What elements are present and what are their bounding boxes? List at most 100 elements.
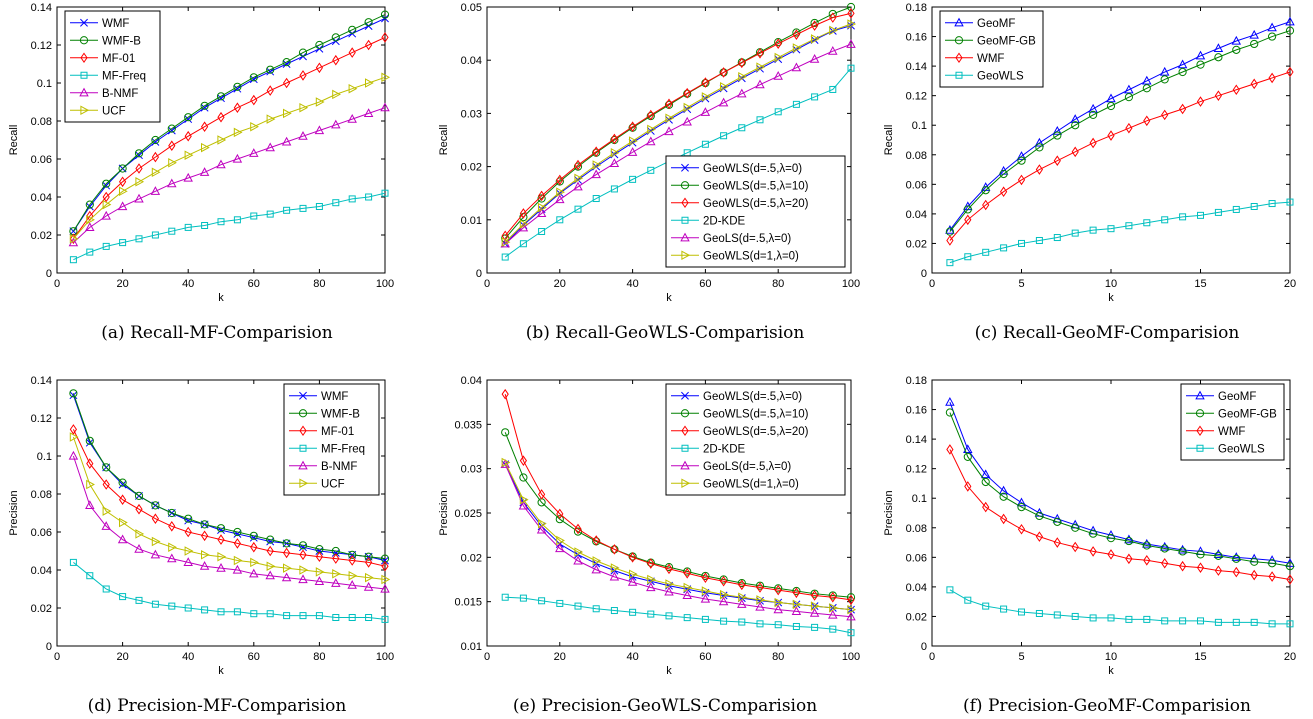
data-point [1179,213,1187,221]
data-point [629,569,638,579]
legend-label: WMF [321,391,348,403]
data-point [829,603,838,613]
legend-marker [298,460,308,470]
data-point [538,228,546,236]
legend-marker [680,232,690,242]
data-point [846,2,856,12]
data-point [184,223,192,231]
data-point [982,199,990,211]
series-GeoWLS(d=1,λ=0) [501,457,857,615]
legend-label: WMF-B [102,35,141,47]
data-point [738,124,746,132]
x-axis-label: k [1108,665,1114,677]
data-point [102,506,112,516]
data-point [537,489,546,500]
data-point [1070,114,1080,123]
data-point [265,570,275,580]
data-point [1214,551,1223,560]
data-point [1071,146,1079,158]
data-point [718,596,729,606]
data-point [69,391,78,400]
data-point [331,33,340,42]
data-point [610,148,620,158]
data-point [1286,620,1294,628]
data-point [999,169,1008,179]
data-point [135,163,143,174]
data-point [1018,239,1025,247]
data-point [774,108,782,116]
y-tick-label: 0.08 [906,523,927,535]
y-tick-label: 0.02 [461,162,482,174]
data-point [266,67,275,76]
data-point [519,219,529,229]
data-point [946,235,954,246]
y-tick-label: 0.02 [31,603,52,615]
data-point [846,39,856,48]
data-point [1196,562,1205,573]
legend-marker [79,36,89,45]
y-tick-label: 0.06 [906,552,927,564]
data-point [1106,101,1116,111]
data-point [1071,523,1080,532]
data-point [102,242,110,250]
data-point [756,47,764,59]
x-tick-label: 5 [1018,651,1024,663]
data-point [134,149,144,158]
data-point [1000,244,1008,252]
data-point [1161,216,1169,224]
data-point [536,208,547,218]
x-tick-label: 100 [376,651,394,663]
legend-label: GeoMF-GB [1218,408,1277,420]
legend-label: GeoMF [1218,391,1256,403]
legend-marker [1196,444,1204,452]
legend-box [283,383,380,496]
legend: GeoWLS(d=.5,λ=0) GeoWLS(d=.5,λ=10) GeoWLS(… [665,155,846,268]
data-point [1285,16,1295,26]
data-point [946,259,954,267]
data-point [102,191,110,203]
legend-marker [298,409,308,418]
data-point [365,614,373,621]
data-point [756,62,766,72]
y-tick-label: 0.05 [461,2,482,14]
x-tick-label: 20 [116,278,128,290]
data-point [86,479,95,490]
data-point [1196,550,1205,559]
y-tick-label: 0 [46,641,52,653]
data-point [755,79,765,89]
legend: GeoWLS(d=.5,λ=0) GeoWLS(d=.5,λ=10) GeoWLS(… [665,383,846,496]
legend-marker [681,478,691,488]
legend-marker [681,216,689,224]
legend-marker [954,17,964,27]
y-tick-label: 0.14 [906,434,927,446]
data-point [1053,611,1061,619]
legend-label: MF-Freq [102,70,146,82]
legend-marker [299,444,307,452]
data-point [233,538,242,549]
data-point [1125,222,1133,230]
data-point [574,173,584,184]
data-point [720,589,729,600]
data-point [646,136,656,146]
y-tick-label: 0.02 [906,611,927,623]
data-point [331,578,341,587]
data-point [647,166,655,174]
chart-panel-3: 0 20 40 60 80 100 0 0.02 0.04 0.06 0.08 0.1 0.12 0.14… [8,375,394,716]
data-point [1214,565,1223,576]
data-point [980,469,991,479]
data-point [151,167,161,178]
data-point [299,204,307,212]
data-point [118,480,127,489]
y-tick-label: 0.1 [912,120,927,132]
data-point [810,589,819,598]
data-point [184,526,192,538]
data-point [701,92,711,102]
series-line [72,395,386,561]
data-point [86,215,95,225]
data-point [1053,234,1061,242]
data-point [945,397,955,406]
y-tick-label: 0.04 [906,582,927,594]
data-point [135,596,143,604]
data-point [1268,32,1277,41]
data-point [519,594,527,602]
